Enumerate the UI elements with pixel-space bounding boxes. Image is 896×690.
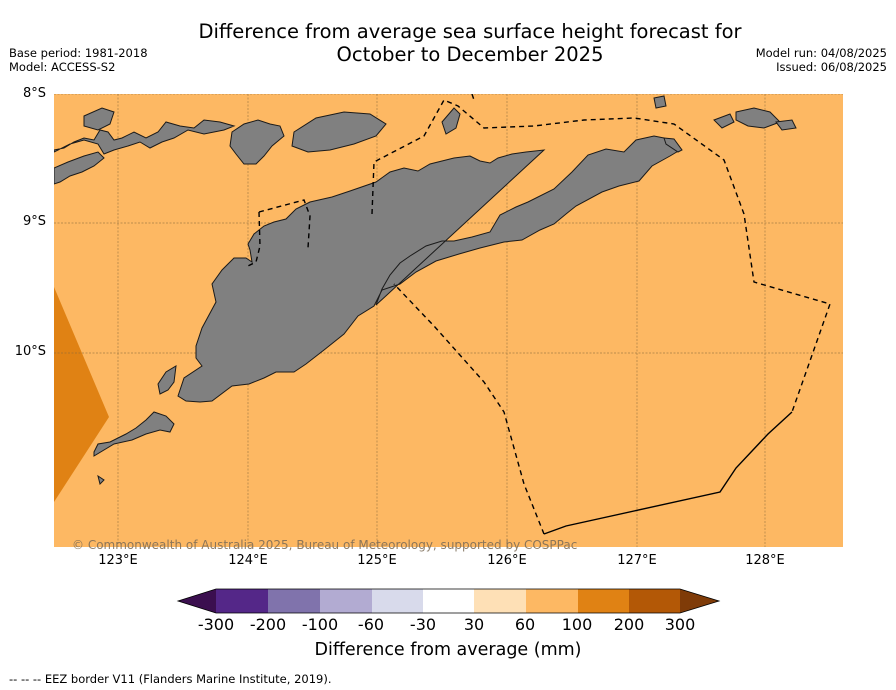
colorbar-bin-7 <box>526 589 578 613</box>
eez-border <box>245 94 831 535</box>
timor-island <box>177 135 681 403</box>
alor-island <box>229 119 285 165</box>
colorbar-outline <box>176 588 721 614</box>
atauro-island <box>441 107 461 135</box>
lat-label-8s: 8°S <box>22 86 46 101</box>
colorbar-tick: 200 <box>613 615 645 634</box>
model-name: Model: ACCESS-S2 <box>9 60 116 74</box>
title-line-1: Difference from average sea surface heig… <box>198 20 742 43</box>
land <box>54 95 797 485</box>
title-line-2: October to December 2025 <box>336 43 604 66</box>
colorbar-tick: 60 <box>514 615 536 634</box>
lakor-island <box>775 119 797 131</box>
colorbar-tick: -60 <box>357 615 385 634</box>
sumba-strip <box>54 151 105 185</box>
model-run: Model run: 04/08/2025 <box>755 46 887 60</box>
copyright-notice: © Commonwealth of Australia 2025, Bureau… <box>72 538 578 552</box>
lat-label-10s: 10°S <box>14 344 46 359</box>
timor-east-cap <box>663 137 683 153</box>
wetar-island <box>291 111 387 153</box>
colorbar-tick: -100 <box>301 615 339 634</box>
meta-right: Model run: 04/08/2025 Issued: 06/08/2025 <box>756 46 887 74</box>
moa-island <box>735 107 781 129</box>
flores-island <box>54 119 236 155</box>
lon-label-127e: 127°E <box>617 553 657 568</box>
lon-label-123e: 123°E <box>98 553 138 568</box>
lon-label-126e: 126°E <box>487 553 527 568</box>
colorbar-bin-4 <box>372 589 423 613</box>
colorbar-tick: 30 <box>463 615 485 634</box>
map-panel <box>54 94 843 547</box>
colorbar-tick: -300 <box>197 615 235 634</box>
eez-footnote: -- -- -- EEZ border V11 (Flanders Marine… <box>9 672 332 686</box>
solor-island <box>83 107 115 131</box>
colorbar-bin-2 <box>268 589 320 613</box>
colorbar <box>176 588 721 614</box>
high-anomaly-region <box>54 287 109 502</box>
colorbar-tick: 300 <box>664 615 696 634</box>
map-svg <box>54 94 843 547</box>
lat-label-9s: 9°S <box>22 214 46 229</box>
lon-label-128e: 128°E <box>745 553 785 568</box>
colorbar-tick: 100 <box>561 615 593 634</box>
savu-island <box>93 411 175 457</box>
map-title: Difference from average sea surface heig… <box>150 20 790 66</box>
colorbar-bin-1 <box>216 589 268 613</box>
colorbar-label: Difference from average (mm) <box>314 640 582 660</box>
small-island-2 <box>653 95 667 109</box>
leti-island <box>713 113 735 129</box>
meta-left: Base period: 1981-2018 Model: ACCESS-S2 <box>9 46 148 74</box>
colorbar-extend-low <box>178 589 216 613</box>
colorbar-bin-3 <box>320 589 372 613</box>
colorbar-tick: -30 <box>409 615 437 634</box>
lon-label-124e: 124°E <box>228 553 268 568</box>
colorbar-extend-high <box>680 589 719 613</box>
base-period: Base period: 1981-2018 <box>9 46 148 60</box>
colorbar-bin-8 <box>578 589 629 613</box>
colorbar-bin-9 <box>629 589 680 613</box>
lon-label-125e: 125°E <box>357 553 397 568</box>
rote-island <box>157 365 177 395</box>
small-island-1 <box>97 474 105 485</box>
colorbar-bin-6 <box>474 589 526 613</box>
colorbar-bin-5 <box>423 589 474 613</box>
issued-date: Issued: 06/08/2025 <box>776 60 887 74</box>
colorbar-tick: -200 <box>249 615 287 634</box>
